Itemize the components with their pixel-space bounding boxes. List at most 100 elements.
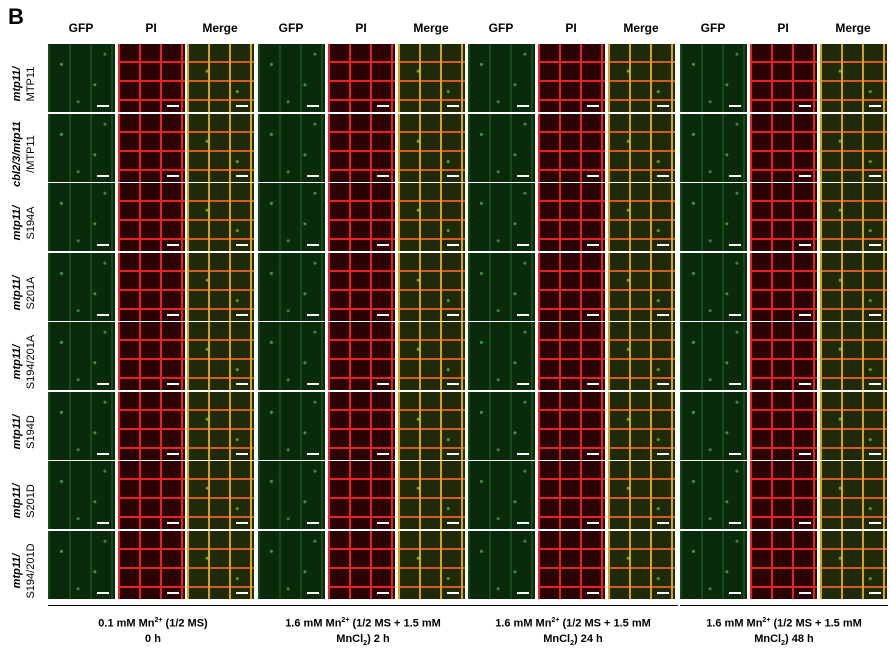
row-label-construct: S201D: [25, 484, 37, 518]
scale-bar: [799, 314, 811, 316]
scale-bar: [236, 592, 248, 594]
scale-bar: [869, 244, 881, 246]
micrograph-pi: [538, 461, 605, 529]
micrograph-gfp: [48, 44, 115, 112]
scale-bar: [657, 592, 669, 594]
micrograph-gfp: [48, 461, 115, 529]
scale-bar: [657, 314, 669, 316]
scale-bar: [729, 592, 741, 594]
micrograph-pi: [750, 114, 817, 182]
scale-bar: [236, 105, 248, 107]
scale-bar: [799, 244, 811, 246]
scale-bar: [307, 314, 319, 316]
scale-bar: [587, 314, 599, 316]
micrograph-gfp: [680, 322, 747, 390]
scale-bar: [517, 314, 529, 316]
condition-caption: 0.1 mM Mn2+ (1/2 MS) 0 h: [98, 617, 208, 645]
micrograph-pi: [118, 183, 185, 251]
micrograph-pi: [750, 322, 817, 390]
scale-bar: [657, 383, 669, 385]
micrograph-gfp: [680, 183, 747, 251]
micrograph-merge: [187, 322, 254, 390]
scale-bar: [799, 592, 811, 594]
micrograph-pi: [118, 44, 185, 112]
scale-bar: [377, 105, 389, 107]
micrograph-merge: [187, 183, 254, 251]
scale-bar: [587, 105, 599, 107]
micrograph-gfp: [258, 392, 325, 460]
micrograph-pi: [750, 44, 817, 112]
scale-bar: [657, 453, 669, 455]
scale-bar: [307, 105, 319, 107]
micrograph-merge: [820, 392, 887, 460]
micrograph-pi: [118, 114, 185, 182]
scale-bar: [307, 522, 319, 524]
scale-bar: [377, 453, 389, 455]
scale-bar: [167, 522, 179, 524]
micrograph-pi: [750, 253, 817, 321]
micrograph-merge: [398, 253, 465, 321]
scale-bar: [307, 592, 319, 594]
scale-bar: [869, 592, 881, 594]
scale-bar: [657, 105, 669, 107]
scale-bar: [517, 105, 529, 107]
scale-bar: [236, 453, 248, 455]
row-label-construct: S201A: [25, 276, 37, 310]
micrograph-merge: [608, 44, 675, 112]
micrograph-gfp: [680, 114, 747, 182]
scale-bar: [657, 522, 669, 524]
scale-bar: [869, 383, 881, 385]
scale-bar: [97, 314, 109, 316]
micrograph-merge: [398, 392, 465, 460]
micrograph-pi: [118, 531, 185, 599]
micrograph-gfp: [680, 531, 747, 599]
condition-divider: [258, 605, 468, 606]
scale-bar: [869, 453, 881, 455]
scale-bar: [587, 453, 599, 455]
row-label-construct: /MTP11: [25, 135, 37, 173]
scale-bar: [517, 244, 529, 246]
scale-bar: [799, 522, 811, 524]
channel-header-gfp: GFP: [700, 21, 726, 35]
row-label-genotype: cbl2/3/mtp11: [11, 121, 23, 187]
channel-header-pi: PI: [145, 21, 157, 35]
micrograph-gfp: [468, 322, 535, 390]
micrograph-gfp: [468, 392, 535, 460]
scale-bar: [307, 244, 319, 246]
micrograph-merge: [187, 392, 254, 460]
micrograph-gfp: [468, 114, 535, 182]
micrograph-pi: [538, 183, 605, 251]
scale-bar: [377, 314, 389, 316]
scale-bar: [447, 105, 459, 107]
scale-bar: [447, 175, 459, 177]
scale-bar: [587, 383, 599, 385]
scale-bar: [167, 453, 179, 455]
micrograph-gfp: [48, 183, 115, 251]
scale-bar: [587, 522, 599, 524]
scale-bar: [729, 522, 741, 524]
micrograph-merge: [820, 253, 887, 321]
micrograph-pi: [750, 531, 817, 599]
micrograph-gfp: [48, 253, 115, 321]
channel-header-pi: PI: [777, 21, 789, 35]
scale-bar: [799, 175, 811, 177]
micrograph-merge: [608, 392, 675, 460]
micrograph-gfp: [48, 531, 115, 599]
micrograph-merge: [608, 531, 675, 599]
row-label-genotype: mtp11/: [11, 414, 23, 450]
micrograph-pi: [750, 183, 817, 251]
scale-bar: [447, 383, 459, 385]
micrograph-gfp: [48, 322, 115, 390]
scale-bar: [729, 314, 741, 316]
micrograph-pi: [328, 183, 395, 251]
micrograph-merge: [187, 461, 254, 529]
scale-bar: [729, 175, 741, 177]
scale-bar: [377, 244, 389, 246]
scale-bar: [799, 105, 811, 107]
row-label: mtp11/MTP11: [10, 50, 38, 118]
micrograph-merge: [820, 322, 887, 390]
micrograph-gfp: [258, 183, 325, 251]
scale-bar: [97, 175, 109, 177]
row-label-construct: S194D: [25, 415, 37, 449]
micrograph-merge: [398, 461, 465, 529]
